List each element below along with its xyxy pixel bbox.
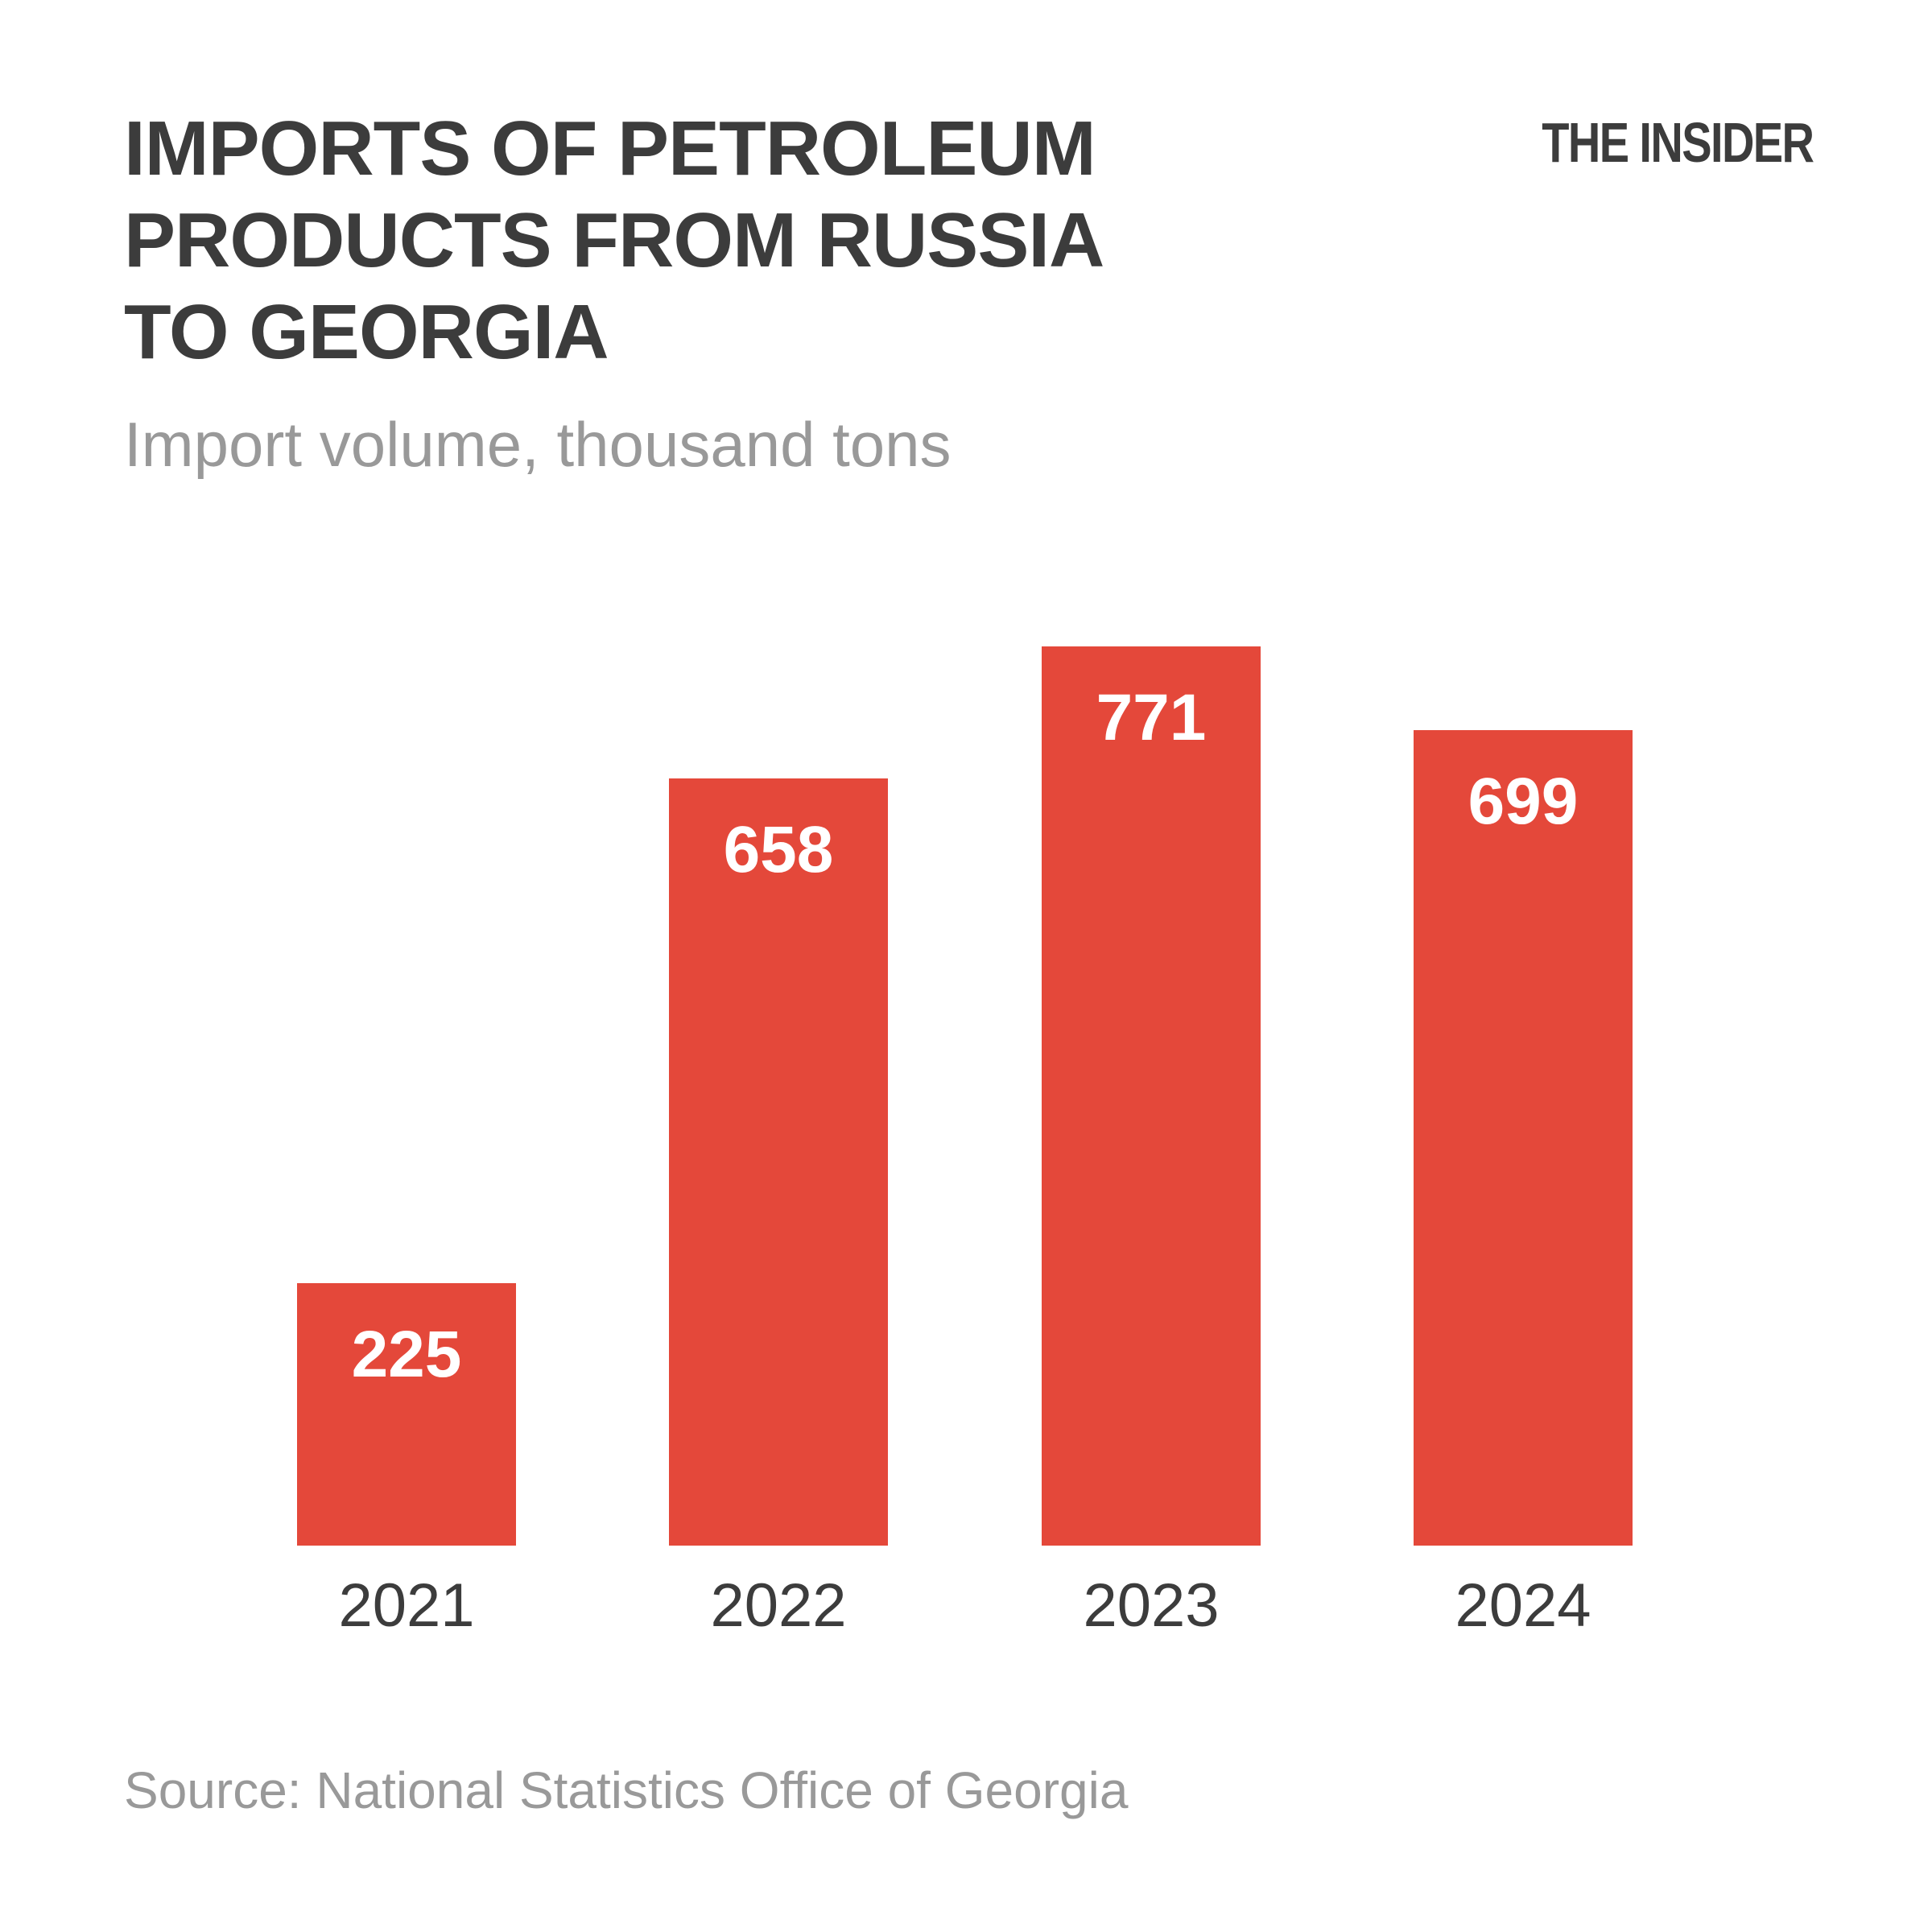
bar-value-label: 658 [723, 813, 834, 886]
bar-value-label: 771 [1096, 681, 1207, 754]
x-axis-label: 2022 [710, 1571, 847, 1640]
the-insider-logo: THE INSIDER [1541, 111, 1814, 174]
x-axis-label: 2024 [1455, 1571, 1591, 1640]
bar: 771 [1042, 646, 1261, 1546]
bar-value-label: 225 [351, 1318, 462, 1391]
source-note: Source: National Statistics Office of Ge… [124, 1761, 1129, 1819]
x-axis-label: 2021 [338, 1571, 475, 1640]
chart-title: IMPORTS OF PETROLEUM PRODUCTS FROM RUSSI… [124, 105, 1104, 375]
bar-value-label: 699 [1468, 765, 1579, 838]
bar: 658 [669, 778, 888, 1546]
chart-subtitle: Import volume, thousand tons [124, 409, 952, 480]
bar: 225 [297, 1283, 516, 1546]
x-axis-label: 2023 [1083, 1571, 1220, 1640]
bar: 699 [1414, 730, 1633, 1546]
